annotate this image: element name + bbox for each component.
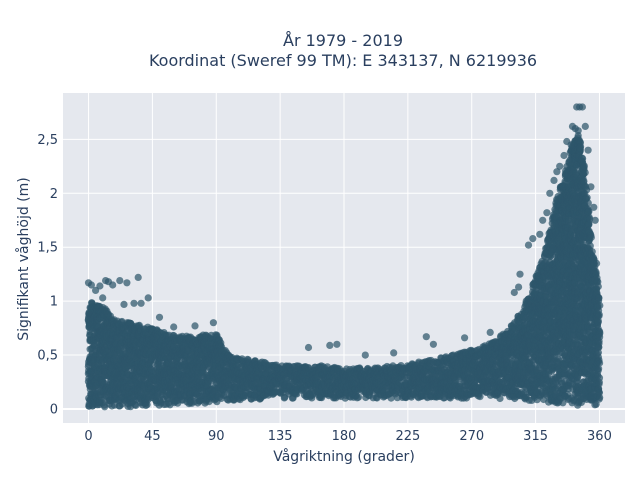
data-point: [354, 393, 363, 401]
data-points: [84, 103, 604, 411]
chart-title-line-2: Koordinat (Sweref 99 TM): E 343137, N 62…: [149, 51, 537, 70]
chart-title-line-1: År 1979 - 2019: [283, 31, 403, 50]
